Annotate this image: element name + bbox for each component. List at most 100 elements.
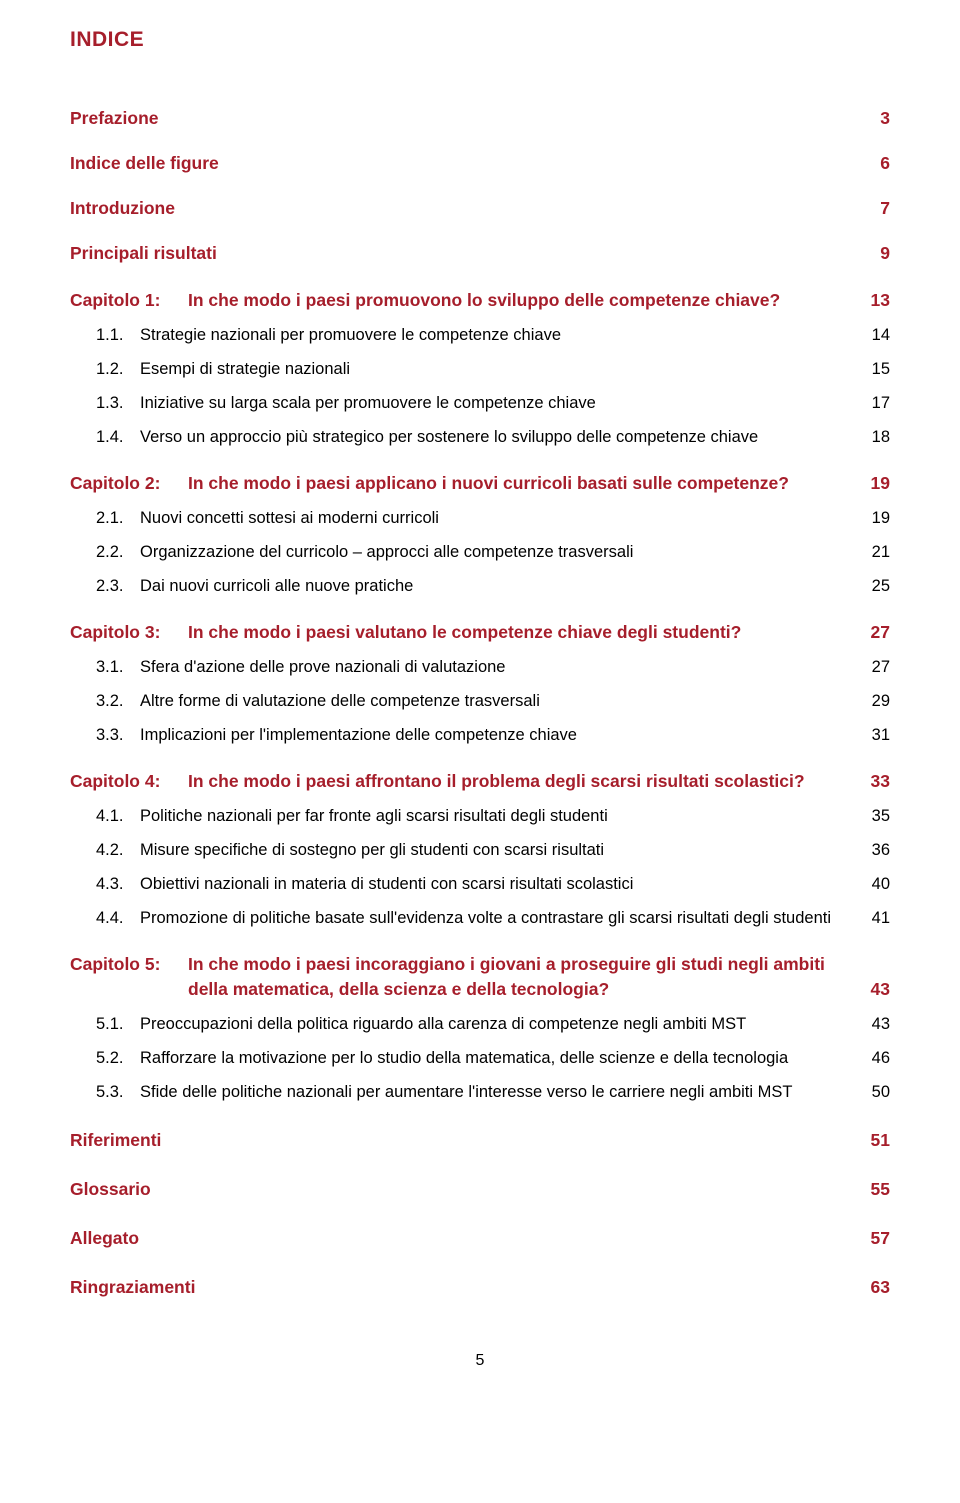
chapter-5-title: Capitolo 5:In che modo i paesi incoraggi…: [70, 954, 890, 1000]
toc-label: Glossario: [70, 1179, 852, 1200]
chapter-5-line1: Capitolo 5:In che modo i paesi incoraggi…: [70, 954, 890, 975]
toc-page: 15: [860, 360, 890, 379]
toc-glossario: Glossario 55: [70, 1179, 890, 1200]
toc-label: Ringraziamenti: [70, 1277, 852, 1298]
toc-sub-label: 4.3.Obiettivi nazionali in materia di st…: [70, 875, 852, 894]
chapter-title-label: Capitolo 4:In che modo i paesi affrontan…: [70, 771, 852, 792]
sub-num: 1.2.: [96, 360, 140, 379]
toc-sub-1-2: 1.2.Esempi di strategie nazionali 15: [70, 360, 890, 379]
sub-num: 1.4.: [96, 428, 140, 447]
toc-label: Indice delle figure: [70, 153, 852, 174]
sub-text: Promozione di politiche basate sull'evid…: [140, 909, 831, 927]
toc-sub-4-3: 4.3.Obiettivi nazionali in materia di st…: [70, 875, 890, 894]
toc-page: 9: [860, 243, 890, 264]
toc-allegato: Allegato 57: [70, 1228, 890, 1249]
sub-num: 3.2.: [96, 692, 140, 711]
toc-page: 51: [860, 1130, 890, 1151]
sub-num: 5.3.: [96, 1083, 140, 1102]
sub-text: Sfide delle politiche nazionali per aume…: [140, 1083, 792, 1101]
sub-text: Verso un approccio più strategico per so…: [140, 428, 758, 446]
toc-page: 40: [860, 875, 890, 894]
sub-num: 5.2.: [96, 1049, 140, 1068]
sub-num: 2.2.: [96, 543, 140, 562]
toc-sub-label: 4.2.Misure specifiche di sostegno per gl…: [70, 841, 852, 860]
sub-text: Nuovi concetti sottesi ai moderni curric…: [140, 509, 439, 527]
sub-num: 4.1.: [96, 807, 140, 826]
sub-text: Esempi di strategie nazionali: [140, 360, 350, 378]
sub-num: 5.1.: [96, 1015, 140, 1034]
toc-label: Riferimenti: [70, 1130, 852, 1151]
toc-label: Introduzione: [70, 198, 852, 219]
toc-sub-label: 1.4.Verso un approccio più strategico pe…: [70, 428, 852, 447]
toc-sub-label: 4.1.Politiche nazionali per far fronte a…: [70, 807, 852, 826]
page-number: 5: [70, 1352, 890, 1370]
chapter-4-title: Capitolo 4:In che modo i paesi affrontan…: [70, 771, 890, 792]
sub-num: 4.2.: [96, 841, 140, 860]
chapter-title-label: Capitolo 2:In che modo i paesi applicano…: [70, 473, 852, 494]
toc-page: 41: [860, 909, 890, 928]
toc-page: 13: [860, 290, 890, 311]
toc-sub-4-4: 4.4.Promozione di politiche basate sull'…: [70, 909, 890, 928]
toc-page: 50: [860, 1083, 890, 1102]
chapter-question: In che modo i paesi affrontano il proble…: [188, 771, 805, 791]
chapter-3-title: Capitolo 3:In che modo i paesi valutano …: [70, 622, 890, 643]
chapter-leader: Capitolo 3:: [70, 622, 188, 643]
toc-page: 3: [860, 108, 890, 129]
sub-num: 3.3.: [96, 726, 140, 745]
sub-num: 1.3.: [96, 394, 140, 413]
toc-sub-5-3: 5.3.Sfide delle politiche nazionali per …: [70, 1083, 890, 1102]
sub-num: 2.3.: [96, 577, 140, 596]
toc-sub-3-2: 3.2.Altre forme di valutazione delle com…: [70, 692, 890, 711]
toc-page: 21: [860, 543, 890, 562]
toc-page: 7: [860, 198, 890, 219]
page-title: INDICE: [70, 28, 890, 52]
toc-indice-figure: Indice delle figure 6: [70, 153, 890, 174]
toc-page: 43: [860, 1015, 890, 1034]
sub-text: Implicazioni per l'implementazione delle…: [140, 726, 577, 744]
toc-sub-label: 4.4.Promozione di politiche basate sull'…: [70, 909, 852, 928]
toc-sub-3-1: 3.1.Sfera d'azione delle prove nazionali…: [70, 658, 890, 677]
toc-ringraziamenti: Ringraziamenti 63: [70, 1277, 890, 1298]
toc-sub-2-1: 2.1.Nuovi concetti sottesi ai moderni cu…: [70, 509, 890, 528]
toc-sub-label: 5.1.Preoccupazioni della politica riguar…: [70, 1015, 852, 1034]
chapter-5-line2-row: della matematica, della scienza e della …: [70, 979, 890, 1000]
chapter-question: In che modo i paesi applicano i nuovi cu…: [188, 473, 789, 493]
toc-page: 18: [860, 428, 890, 447]
sub-text: Preoccupazioni della politica riguardo a…: [140, 1015, 746, 1033]
sub-text: Rafforzare la motivazione per lo studio …: [140, 1049, 788, 1067]
toc-page: 27: [860, 622, 890, 643]
toc-page: 6: [860, 153, 890, 174]
toc-sub-label: 5.3.Sfide delle politiche nazionali per …: [70, 1083, 852, 1102]
toc-page: 55: [860, 1179, 890, 1200]
toc-sub-label: 2.2.Organizzazione del curricolo – appro…: [70, 543, 852, 562]
chapter-question: In che modo i paesi valutano le competen…: [188, 622, 741, 642]
toc-page: 36: [860, 841, 890, 860]
chapter-leader: Capitolo 4:: [70, 771, 188, 792]
toc-sub-5-1: 5.1.Preoccupazioni della politica riguar…: [70, 1015, 890, 1034]
toc-page: 33: [860, 771, 890, 792]
toc-sub-label: 5.2.Rafforzare la motivazione per lo stu…: [70, 1049, 852, 1068]
toc-sub-2-2: 2.2.Organizzazione del curricolo – appro…: [70, 543, 890, 562]
sub-num: 1.1.: [96, 326, 140, 345]
chapter-question-line2: della matematica, della scienza e della …: [188, 979, 852, 1000]
sub-text: Politiche nazionali per far fronte agli …: [140, 807, 608, 825]
toc-page: 19: [860, 509, 890, 528]
toc-page: 25: [860, 577, 890, 596]
toc-sub-5-2: 5.2.Rafforzare la motivazione per lo stu…: [70, 1049, 890, 1068]
sub-text: Organizzazione del curricolo – approcci …: [140, 543, 633, 561]
toc-sub-1-3: 1.3.Iniziative su larga scala per promuo…: [70, 394, 890, 413]
toc-page: 27: [860, 658, 890, 677]
toc-principali-risultati: Principali risultati 9: [70, 243, 890, 264]
toc-sub-label: 1.2.Esempi di strategie nazionali: [70, 360, 852, 379]
toc-page: 17: [860, 394, 890, 413]
sub-text: Iniziative su larga scala per promuovere…: [140, 394, 596, 412]
toc-sub-3-3: 3.3.Implicazioni per l'implementazione d…: [70, 726, 890, 745]
toc-page: 46: [860, 1049, 890, 1068]
toc-page: 14: [860, 326, 890, 345]
chapter-leader: Capitolo 2:: [70, 473, 188, 494]
toc-sub-label: 2.3.Dai nuovi curricoli alle nuove prati…: [70, 577, 852, 596]
toc-prefazione: Prefazione 3: [70, 108, 890, 129]
sub-text: Dai nuovi curricoli alle nuove pratiche: [140, 577, 413, 595]
chapter-2-title: Capitolo 2:In che modo i paesi applicano…: [70, 473, 890, 494]
toc-page: 29: [860, 692, 890, 711]
